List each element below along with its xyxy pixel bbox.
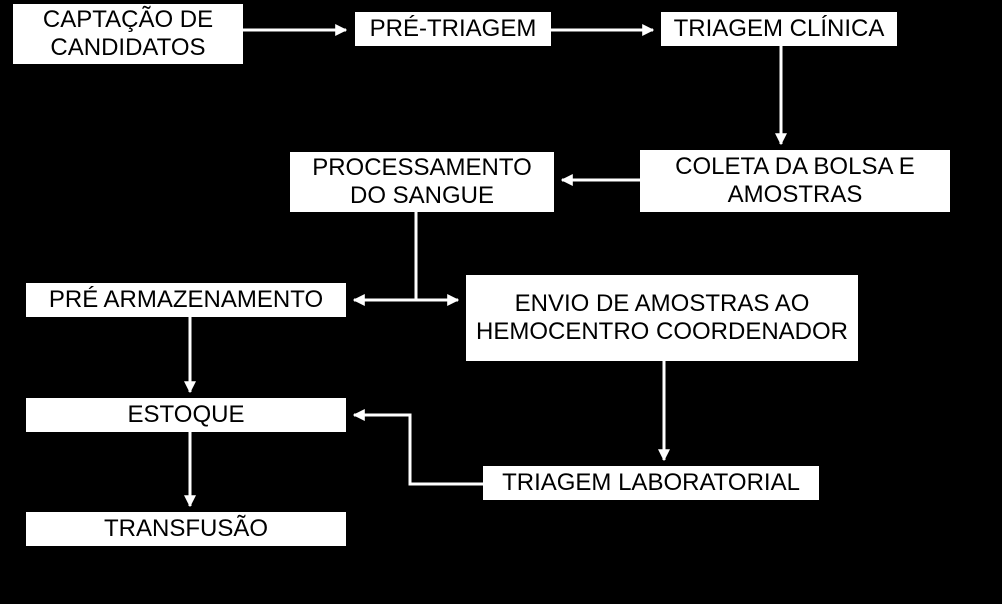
node-label: TRIAGEM LABORATORIAL xyxy=(502,469,800,497)
node-label: PROCESSAMENTO DO SANGUE xyxy=(298,154,546,209)
node-label: CAPTAÇÃO DE CANDIDATOS xyxy=(21,6,235,61)
node-coleta: COLETA DA BOLSA E AMOSTRAS xyxy=(640,150,950,212)
node-label: COLETA DA BOLSA E AMOSTRAS xyxy=(648,153,942,208)
node-prearm: PRÉ ARMAZENAMENTO xyxy=(26,283,346,317)
node-transfusao: TRANSFUSÃO xyxy=(26,512,346,546)
node-pretriagem: PRÉ-TRIAGEM xyxy=(355,12,551,46)
node-label: PRÉ ARMAZENAMENTO xyxy=(49,286,323,314)
node-trilab: TRIAGEM LABORATORIAL xyxy=(483,466,819,500)
node-triclinica: TRIAGEM CLÍNICA xyxy=(661,12,897,46)
node-label: ENVIO DE AMOSTRAS AO HEMOCENTRO COORDENA… xyxy=(474,290,850,345)
node-label: ESTOQUE xyxy=(128,401,245,429)
node-estoque: ESTOQUE xyxy=(26,398,346,432)
node-captacao: CAPTAÇÃO DE CANDIDATOS xyxy=(13,4,243,64)
node-envio: ENVIO DE AMOSTRAS AO HEMOCENTRO COORDENA… xyxy=(466,275,858,361)
node-label: PRÉ-TRIAGEM xyxy=(370,15,537,43)
node-label: TRIAGEM CLÍNICA xyxy=(674,15,885,43)
node-processa: PROCESSAMENTO DO SANGUE xyxy=(290,152,554,212)
node-label: TRANSFUSÃO xyxy=(104,515,268,543)
